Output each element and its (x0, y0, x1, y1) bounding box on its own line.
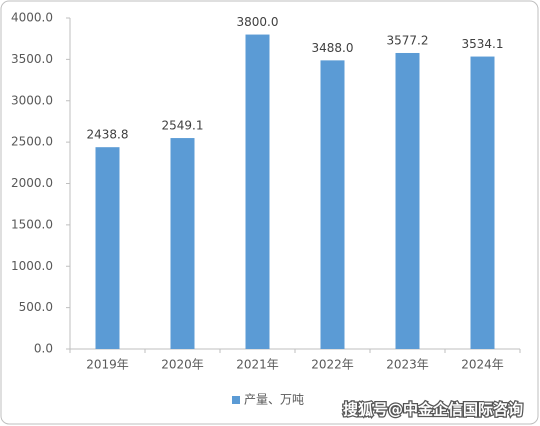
x-tick-label: 2023年 (386, 358, 429, 372)
bar (395, 52, 420, 350)
legend-label: 产量、万吨 (244, 393, 304, 407)
y-tick-label: 3500.0 (11, 52, 53, 66)
bar (170, 138, 195, 349)
watermark: 搜狐号@中金企信国际咨询 (343, 401, 523, 419)
legend-swatch (232, 396, 240, 404)
y-tick-label: 2500.0 (11, 135, 53, 149)
data-label: 2438.8 (87, 128, 129, 142)
data-label: 3488.0 (312, 41, 354, 55)
y-tick-label: 1000.0 (11, 259, 53, 273)
bar (320, 60, 345, 349)
bar (470, 56, 495, 350)
y-tick-label: 4000.0 (11, 11, 53, 25)
x-tick-label: 2024年 (461, 358, 504, 372)
data-label: 2549.1 (162, 119, 204, 133)
x-tick-label: 2021年 (236, 358, 279, 372)
y-tick-label: 2000.0 (11, 176, 53, 190)
x-tick-label: 2022年 (311, 358, 354, 372)
x-tick-label: 2019年 (86, 358, 129, 372)
bar (245, 34, 270, 350)
y-tick-label: 1500.0 (11, 217, 53, 231)
bar (95, 147, 120, 349)
x-tick-label: 2020年 (161, 358, 204, 372)
y-tick-label: 3000.0 (11, 93, 53, 107)
data-label: 3577.2 (387, 33, 429, 47)
y-tick-label: 500.0 (19, 300, 53, 314)
y-tick-label: 0.0 (34, 342, 53, 356)
data-label: 3534.1 (462, 37, 504, 51)
data-label: 3800.0 (237, 15, 279, 29)
